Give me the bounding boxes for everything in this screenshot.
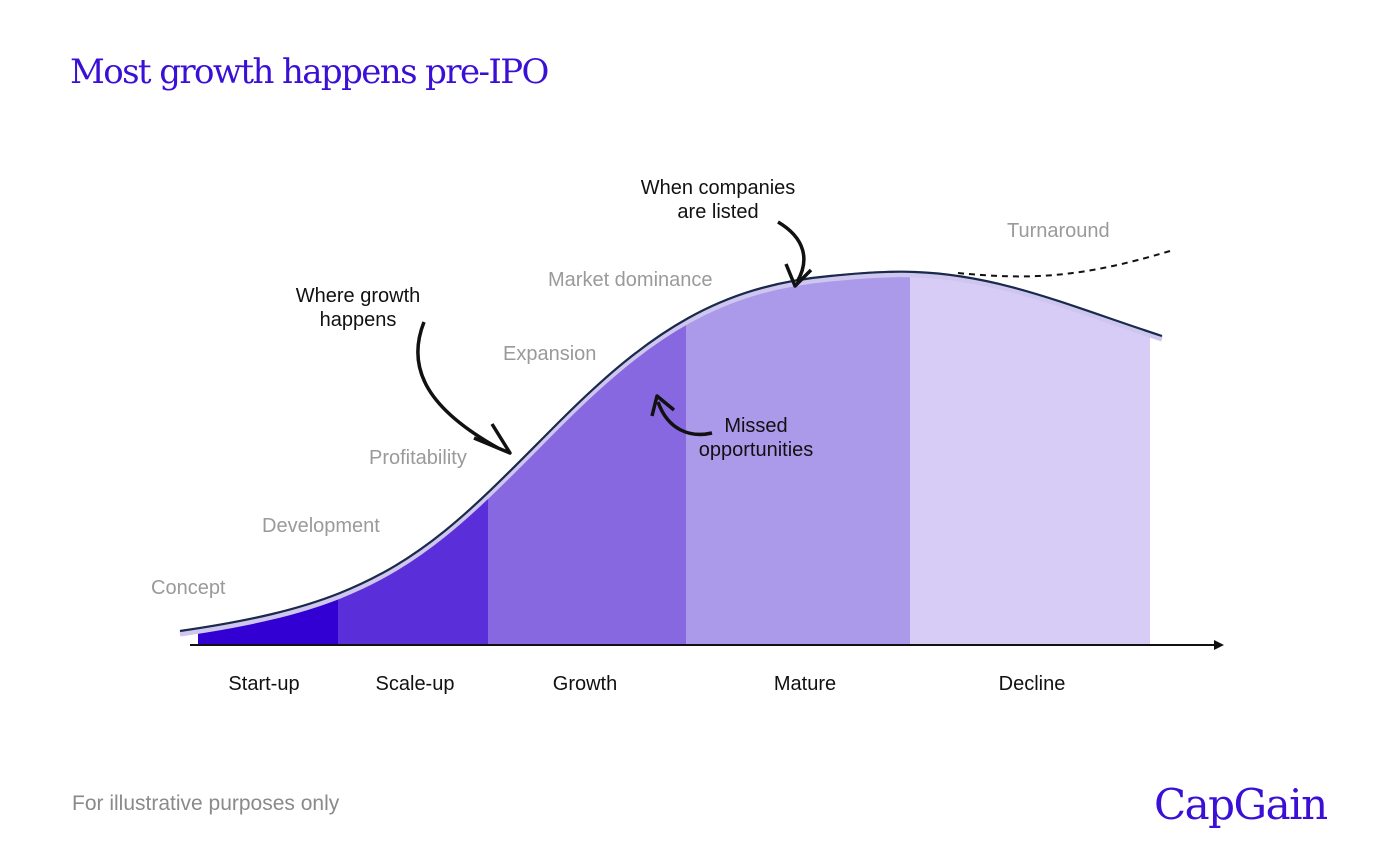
stage-label-turnaround: Turnaround — [1007, 220, 1110, 242]
band-growth — [488, 270, 686, 644]
phase-label-scaleup: Scale-up — [376, 673, 455, 695]
band-scaleup — [338, 270, 488, 644]
capgain-logo: CapGain — [1154, 780, 1328, 829]
growth-arrow — [416, 321, 499, 450]
stage-label-concept: Concept — [151, 577, 226, 599]
phase-label-mature: Mature — [774, 673, 836, 695]
phase-label-decline: Decline — [999, 673, 1066, 695]
band-mature — [686, 270, 910, 644]
phase-label-growth: Growth — [553, 673, 617, 695]
band-decline — [910, 270, 1150, 644]
annotation-missed-line2: opportunities — [699, 439, 814, 461]
phase-label-startup: Start-up — [228, 673, 299, 695]
stage-label-expansion: Expansion — [503, 343, 596, 365]
lifecycle-curve — [179, 270, 1163, 633]
annotation-missed-line1: Missed — [724, 415, 787, 437]
listed-arrow — [777, 220, 806, 283]
annotation-growth-line1: Where growth — [296, 285, 421, 307]
annotation-listed-line2: are listed — [677, 201, 758, 223]
growth-arrowhead — [473, 423, 512, 455]
stage-label-profitability: Profitability — [369, 447, 467, 469]
footnote: For illustrative purposes only — [72, 792, 340, 815]
stage-label-market-dominance: Market dominance — [548, 269, 713, 291]
listed-arrowhead — [784, 263, 813, 288]
turnaround-dashed-line — [957, 250, 1171, 278]
annotation-listed-line1: When companies — [641, 177, 796, 199]
page-title: Most growth happens pre-IPO — [70, 52, 549, 92]
stage-label-development: Development — [262, 515, 380, 537]
missed-arrowhead — [650, 394, 676, 417]
curve-shadow — [179, 272, 1163, 637]
annotation-growth-line2: happens — [320, 309, 397, 331]
x-axis-arrowhead — [1214, 640, 1224, 650]
missed-arrow — [656, 401, 713, 437]
